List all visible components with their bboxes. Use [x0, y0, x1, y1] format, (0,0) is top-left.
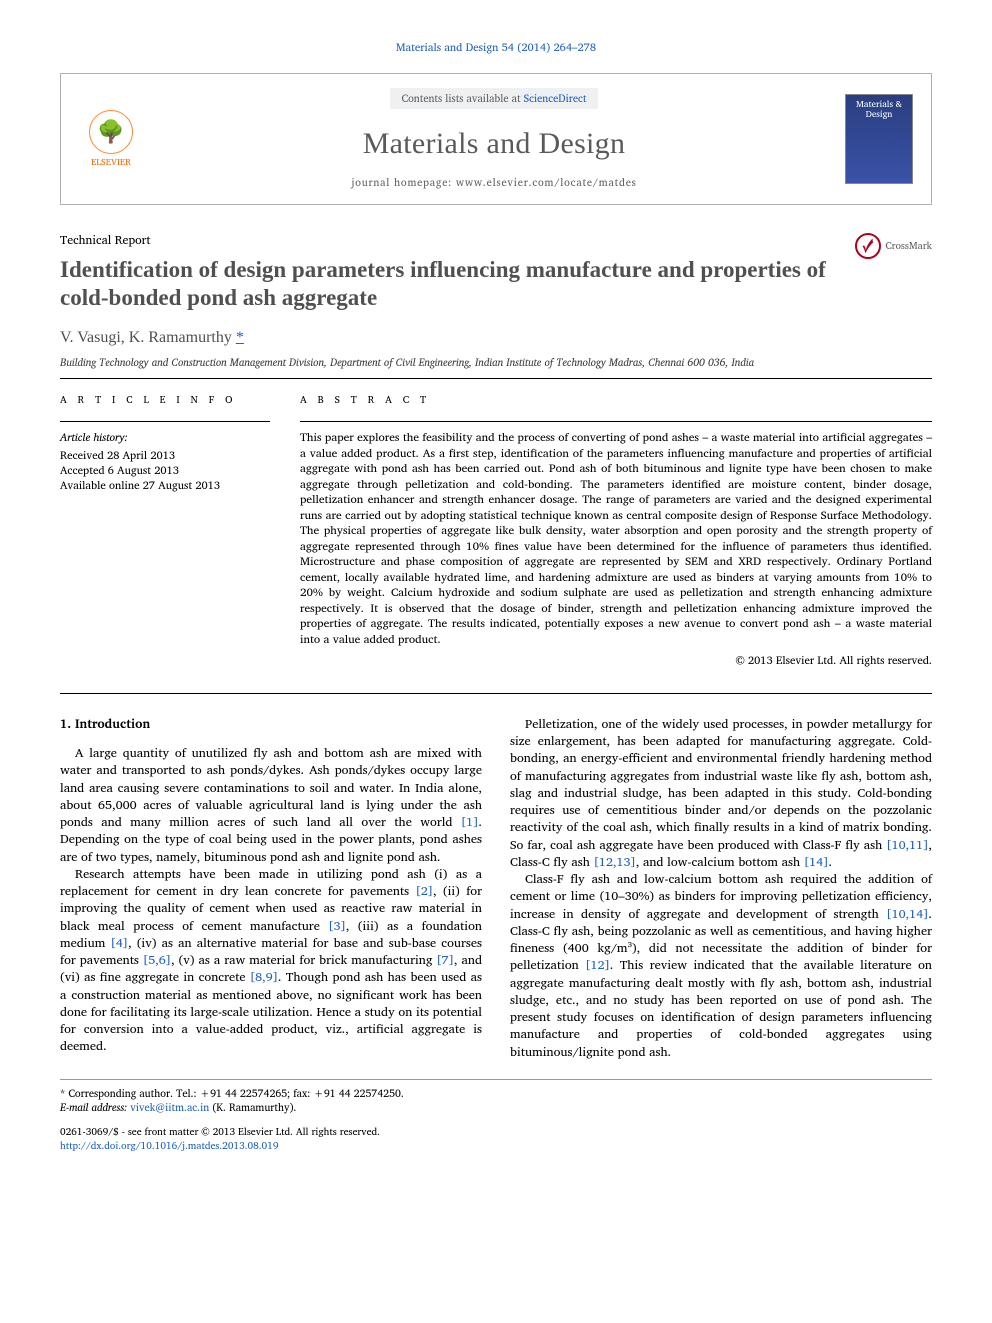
- ref-link[interactable]: [10,11]: [886, 835, 928, 855]
- abstract-copyright: © 2013 Elsevier Ltd. All rights reserved…: [300, 653, 932, 668]
- section-heading-intro: 1. Introduction: [60, 716, 482, 733]
- contents-prefix: Contents lists available at: [402, 89, 524, 107]
- doi-link[interactable]: http://dx.doi.org/10.1016/j.matdes.2013.…: [60, 1138, 278, 1154]
- citation-link[interactable]: Materials and Design 54 (2014) 264–278: [396, 38, 596, 56]
- copyright-footer: 0261-3069/$ - see front matter © 2013 El…: [60, 1125, 932, 1153]
- body-text: 1. Introduction A large quantity of unut…: [60, 716, 932, 1061]
- journal-homepage: journal homepage: www.elsevier.com/locat…: [161, 175, 827, 190]
- history-online: Available online 27 August 2013: [60, 478, 270, 493]
- divider: [60, 693, 932, 694]
- masthead-center: Contents lists available at ScienceDirec…: [161, 88, 827, 189]
- paragraph: Research attempts have been made in util…: [60, 866, 482, 1056]
- contents-available: Contents lists available at ScienceDirec…: [390, 88, 599, 109]
- article-info: A R T I C L E I N F O Article history: R…: [60, 393, 270, 669]
- elsevier-tree-icon: 🌳: [89, 110, 133, 154]
- publisher-logo[interactable]: 🌳 ELSEVIER: [79, 103, 143, 175]
- issn-line: 0261-3069/$ - see front matter © 2013 El…: [60, 1125, 932, 1139]
- header-citation: Materials and Design 54 (2014) 264–278: [60, 40, 932, 55]
- history-label: Article history:: [60, 430, 270, 445]
- authors: V. Vasugi, K. Ramamurthy *: [60, 327, 932, 349]
- cover-title: Materials & Design: [848, 99, 910, 119]
- journal-cover-thumbnail[interactable]: Materials & Design: [845, 94, 913, 184]
- paragraph: Pelletization, one of the widely used pr…: [510, 716, 932, 871]
- divider: [60, 378, 932, 379]
- crossmark-label: CrossMark: [885, 239, 932, 253]
- corresponding-author-footnote: * Corresponding author. Tel.: +91 44 225…: [60, 1086, 932, 1115]
- homepage-link[interactable]: www.elsevier.com/locate/matdes: [456, 173, 637, 191]
- affiliation: Building Technology and Construction Man…: [60, 355, 932, 370]
- divider: [60, 1079, 932, 1080]
- corresponding-author-symbol[interactable]: *: [236, 329, 244, 346]
- abstract-heading: A B S T R A C T: [300, 393, 932, 407]
- corr-email-line: E-mail address: vivek@iitm.ac.in (K. Ram…: [60, 1100, 932, 1115]
- info-abstract-row: A R T I C L E I N F O Article history: R…: [60, 393, 932, 669]
- body-text-span: A large quantity of unutilized fly ash a…: [60, 743, 482, 832]
- divider: [60, 421, 270, 422]
- abstract-text: This paper explores the feasibility and …: [300, 430, 932, 647]
- article-type: Technical Report: [60, 233, 932, 250]
- author-names: V. Vasugi, K. Ramamurthy: [60, 329, 232, 346]
- crossmark-icon: ✓: [855, 233, 881, 259]
- paragraph: Class-F fly ash and low-calcium bottom a…: [510, 871, 932, 1061]
- divider: [300, 421, 932, 422]
- body-text-span: Pelletization, one of the widely used pr…: [510, 714, 932, 855]
- journal-name: Materials and Design: [161, 123, 827, 165]
- email-link[interactable]: vivek@iitm.ac.in: [130, 1098, 209, 1116]
- title-block: Technical Report Identification of desig…: [60, 233, 932, 313]
- publisher-name: ELSEVIER: [91, 156, 131, 169]
- sciencedirect-link[interactable]: ScienceDirect: [524, 89, 587, 107]
- body-text-span: Class-F fly ash and low-calcium bottom a…: [510, 869, 932, 924]
- homepage-prefix: journal homepage:: [351, 173, 455, 191]
- crossmark-badge[interactable]: ✓ CrossMark: [855, 233, 932, 259]
- email-suffix: (K. Ramamurthy).: [209, 1098, 296, 1116]
- article-title: Identification of design parameters infl…: [60, 256, 830, 314]
- email-label: E-mail address:: [60, 1098, 130, 1116]
- masthead: 🌳 ELSEVIER Contents lists available at S…: [60, 73, 932, 204]
- paragraph: A large quantity of unutilized fly ash a…: [60, 745, 482, 866]
- abstract-column: A B S T R A C T This paper explores the …: [300, 393, 932, 669]
- article-info-heading: A R T I C L E I N F O: [60, 393, 270, 407]
